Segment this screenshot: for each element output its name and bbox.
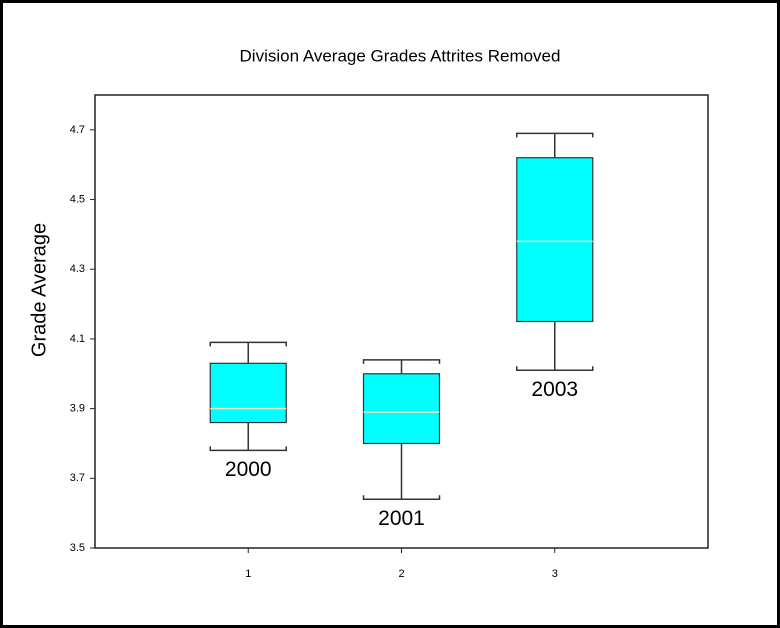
box [209, 362, 287, 424]
y-tick-label: 3.7 [70, 472, 85, 484]
y-tick-label: 4.7 [70, 124, 85, 136]
y-tick-label: 3.9 [70, 403, 85, 415]
y-tick-label: 4.3 [70, 263, 85, 275]
box [516, 157, 594, 323]
box [362, 373, 441, 445]
y-tick-label: 4.5 [70, 193, 85, 205]
y-tick-label: 4.1 [70, 333, 85, 345]
x-tick-label: 3 [552, 568, 558, 580]
y-tick-label: 3.5 [70, 542, 85, 554]
whisker-cap [209, 341, 287, 347]
x-tick-label: 1 [245, 568, 251, 580]
annotation: 2000 [225, 458, 272, 481]
chart-title: Division Average Grades Attrites Removed [240, 46, 561, 65]
annotation: 2001 [378, 507, 425, 530]
whisker-cap [362, 495, 441, 500]
x-tick-label: 2 [398, 568, 404, 580]
y-axis-label: Grade Average [28, 223, 50, 357]
whisker-cap [362, 359, 441, 364]
whisker-cap [516, 366, 594, 372]
whisker-cap [209, 446, 287, 452]
whisker-cap [516, 132, 594, 138]
annotation: 2003 [531, 378, 578, 401]
